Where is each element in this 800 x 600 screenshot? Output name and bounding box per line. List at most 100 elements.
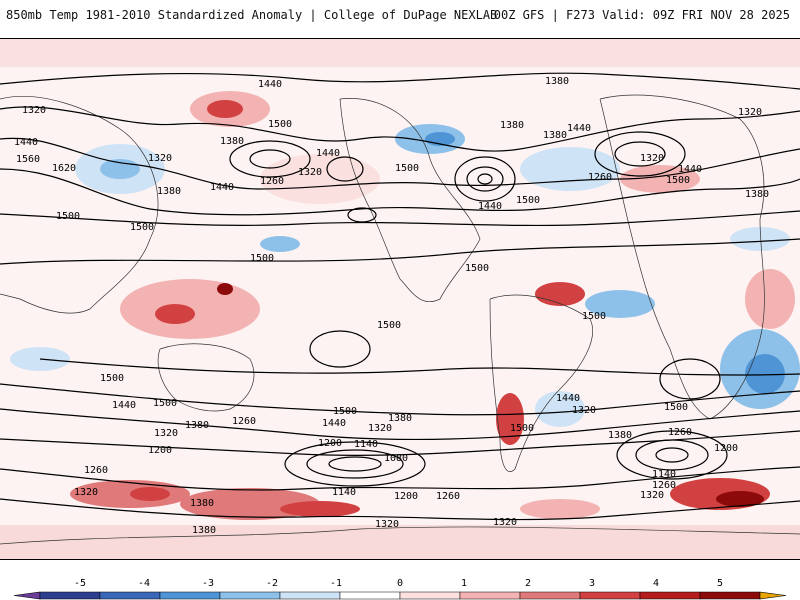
contour-high	[309, 330, 371, 368]
warm-anomaly	[217, 283, 233, 295]
warm-anomaly	[716, 491, 764, 507]
colorbar-swatch	[579, 591, 641, 600]
contour-label: 1500	[664, 402, 688, 413]
contour-low	[229, 140, 311, 178]
contour-low	[284, 441, 426, 487]
contour-label: 1500	[130, 222, 154, 233]
contour-label: 1440	[210, 182, 234, 193]
colorbar-tick-label: -4	[138, 578, 150, 589]
warm-anomaly	[207, 100, 243, 118]
colorbar-swatch	[399, 591, 461, 600]
contour-label: 1260	[652, 480, 676, 491]
colorbar-tick-label: 5	[717, 578, 723, 589]
contour-low	[306, 449, 404, 479]
colorbar-swatch	[99, 591, 161, 600]
contour-labels: 1440 1380 1320 1320 1500 1380 1440 1440 …	[14, 76, 769, 536]
contour-label: 1620	[52, 163, 76, 174]
cool-anomaly	[100, 159, 140, 179]
contour-label: 1320	[22, 105, 46, 116]
contour-line	[0, 106, 800, 152]
contour-label: 1500	[100, 373, 124, 384]
contour-line	[0, 137, 800, 190]
contour-line	[0, 238, 800, 265]
contour-low	[249, 149, 291, 169]
contour-low	[328, 456, 382, 472]
colorbar-swatch	[339, 591, 401, 600]
warm-anomaly	[620, 165, 700, 193]
contour-low	[616, 430, 728, 480]
contour-line	[0, 168, 800, 216]
warm-anomaly	[520, 499, 600, 519]
contour-label: 1380	[157, 186, 181, 197]
contour-label: 1080	[384, 453, 408, 464]
contour-label: 1440	[567, 123, 591, 134]
colorbar-arrow-right	[759, 591, 787, 600]
contour-low	[594, 131, 686, 177]
contour-label: 1380	[388, 413, 412, 424]
anomaly-map: 1440 1380 1320 1320 1500 1380 1440 1440 …	[0, 38, 800, 560]
contour-label: 1500	[516, 195, 540, 206]
colorbar-tick-label: -1	[330, 578, 342, 589]
contour-label: 1260	[436, 491, 460, 502]
coastline-asia	[0, 96, 159, 314]
contour-label: 1320	[74, 487, 98, 498]
contour-label: 1440	[556, 393, 580, 404]
cool-anomaly	[260, 236, 300, 252]
contour-label: 1320	[640, 490, 664, 501]
contour-line	[0, 383, 800, 416]
colorbar-tick-label: 2	[525, 578, 531, 589]
contour-label: 1500	[582, 311, 606, 322]
contour-label: 1500	[153, 398, 177, 409]
contour-label: 1320	[493, 517, 517, 528]
contour-low	[635, 439, 709, 471]
contour-line	[0, 498, 800, 521]
polar-band-north	[0, 39, 800, 67]
colorbar-swatch	[639, 591, 701, 600]
colorbar-tick-label: 1	[461, 578, 467, 589]
contour-label: 1500	[510, 423, 534, 434]
header: 850mb Temp 1981-2010 Standardized Anomal…	[0, 0, 800, 32]
contour-low	[655, 447, 689, 463]
warm-anomaly	[260, 154, 380, 204]
colorbar-swatch	[459, 591, 521, 600]
contour-label: 1440	[14, 137, 38, 148]
contour-label: 1320	[368, 423, 392, 434]
colorbar-ticks: -5 -4 -3 -2 -1 0 1 2 3 4 5	[74, 578, 723, 589]
anomaly-shading	[10, 91, 800, 520]
height-contours	[0, 72, 800, 521]
colorbar-swatch	[519, 591, 581, 600]
colorbar-tick-label: -2	[266, 578, 278, 589]
contour-label: 1140	[332, 487, 356, 498]
warm-anomaly	[280, 501, 360, 517]
contour-label: 1440	[112, 400, 136, 411]
warm-anomaly	[496, 393, 524, 445]
coastline-australia	[157, 343, 255, 412]
contour-label: 1320	[640, 153, 664, 164]
contour-label: 1500	[56, 211, 80, 222]
cool-anomaly	[745, 354, 785, 394]
contour-low	[477, 173, 493, 185]
contour-label: 1380	[745, 189, 769, 200]
cool-anomaly	[535, 391, 585, 427]
contour-label: 1320	[572, 405, 596, 416]
contour-label: 1260	[588, 172, 612, 183]
colorbar-tick-label: -5	[74, 578, 86, 589]
contour-label: 1320	[375, 519, 399, 530]
warm-anomaly	[745, 269, 795, 329]
coastline-europe-africa	[599, 94, 765, 420]
contour-label: 1260	[668, 427, 692, 438]
polar-band-south	[0, 525, 800, 559]
contour-label: 1260	[84, 465, 108, 476]
contour-label: 1200	[714, 443, 738, 454]
contour-low	[326, 156, 364, 182]
contour-label: 1440	[316, 148, 340, 159]
contour-label: 1380	[543, 130, 567, 141]
contour-line	[0, 408, 800, 441]
coastline-south-america	[489, 294, 593, 472]
contour-label: 1500	[333, 406, 357, 417]
colorbar-swatch	[279, 591, 341, 600]
warm-anomaly	[535, 282, 585, 306]
contour-label: 1320	[738, 107, 762, 118]
coastline-antarctica	[0, 526, 800, 545]
contour-label: 1260	[260, 176, 284, 187]
